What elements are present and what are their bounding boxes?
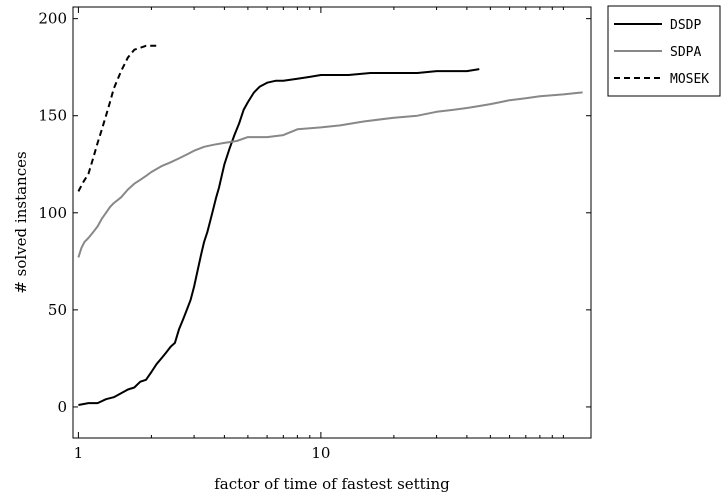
legend: DSDP SDPA MOSEK xyxy=(607,5,721,97)
y-tick-label: 0 xyxy=(57,398,67,416)
y-tick-label: 150 xyxy=(38,107,67,125)
series-dsdp xyxy=(78,68,480,406)
series-sdpa xyxy=(77,91,583,258)
y-tick-label: 200 xyxy=(38,10,67,28)
series-layer xyxy=(77,44,583,406)
legend-label-sdpa: SDPA xyxy=(670,45,701,60)
series-mosek xyxy=(77,44,157,192)
axis-ticks: 0 50 100 150 200 1 10 xyxy=(38,7,591,462)
x-axis-title: factor of time of fastest setting xyxy=(214,475,450,493)
x-tick-label: 10 xyxy=(311,444,330,462)
y-tick-label: 100 xyxy=(38,204,67,222)
legend-label-dsdp: DSDP xyxy=(670,18,701,33)
legend-label-mosek: MOSEK xyxy=(670,72,709,87)
x-tick-label: 1 xyxy=(74,444,84,462)
plot-frame xyxy=(72,6,592,439)
y-tick-label: 50 xyxy=(48,301,67,319)
y-axis-title: # solved instances xyxy=(12,151,30,293)
